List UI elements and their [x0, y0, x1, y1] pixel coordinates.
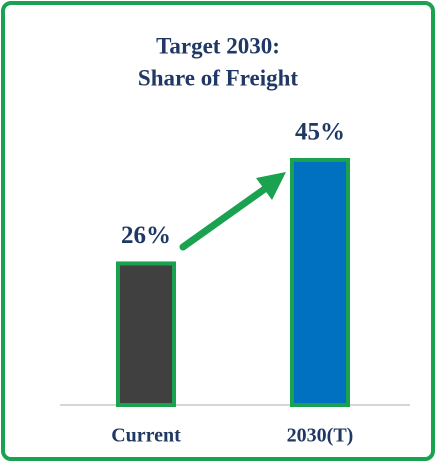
bar [116, 261, 176, 408]
data-label: 26% [121, 222, 171, 249]
chart-title: Target 2030: [156, 33, 280, 58]
x-tick-label: Current [111, 425, 181, 447]
chart-title: Share of Freight [138, 65, 298, 90]
data-label: 45% [295, 119, 345, 146]
arrow-head [256, 172, 286, 200]
x-tick-label: 2030(T) [287, 425, 354, 447]
arrow-shaft [179, 184, 270, 251]
trend-arrow [179, 172, 286, 251]
bar [290, 158, 350, 407]
